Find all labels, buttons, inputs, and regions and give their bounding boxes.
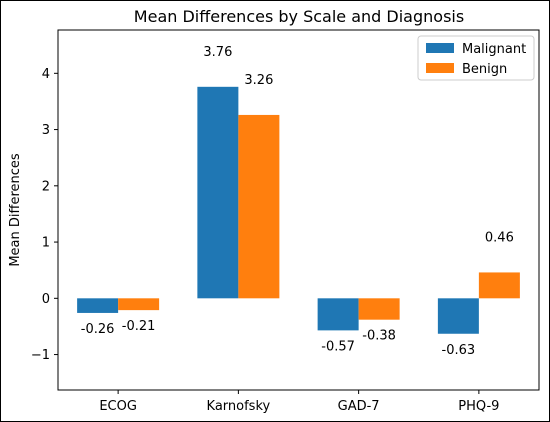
y-tick-label: 1 bbox=[42, 236, 50, 251]
data-label-benign-ecog: -0.21 bbox=[122, 319, 156, 334]
bar-malignant-phq-9 bbox=[437, 298, 479, 334]
x-tick-label: ECOG bbox=[99, 399, 137, 414]
data-label-benign-phq-9: 0.46 bbox=[485, 230, 514, 245]
x-tick-label: Karnofsky bbox=[207, 399, 271, 414]
y-tick-label: 0 bbox=[42, 292, 50, 307]
axes-frame bbox=[57, 29, 540, 391]
data-label-malignant-ecog: -0.26 bbox=[81, 322, 115, 337]
legend-label-benign: Benign bbox=[462, 62, 507, 77]
bar-malignant-gad-7 bbox=[317, 298, 359, 331]
bar-malignant-karnofsky bbox=[197, 86, 239, 299]
data-label-malignant-phq-9: -0.63 bbox=[442, 343, 476, 358]
bar-benign-karnofsky bbox=[238, 114, 280, 299]
data-label-malignant-karnofsky: 3.76 bbox=[203, 45, 232, 60]
bar-benign-ecog bbox=[118, 298, 160, 311]
legend-swatch-benign bbox=[426, 63, 454, 73]
legend-label-malignant: Malignant bbox=[462, 42, 526, 57]
chart-title: Mean Differences by Scale and Diagnosis bbox=[134, 7, 464, 26]
data-label-benign-karnofsky: 3.26 bbox=[244, 73, 273, 88]
y-tick-label: 2 bbox=[42, 179, 50, 194]
plot-area: -0.26 3.76 -0.57 -0.63 -0.21 3.26 -0.38 0.46 −1 0… bbox=[31, 29, 540, 414]
legend-swatch-malignant bbox=[426, 43, 454, 53]
data-label-malignant-gad-7: -0.57 bbox=[321, 339, 355, 354]
bar-benign-phq-9 bbox=[478, 272, 520, 299]
y-tick-label: 3 bbox=[42, 123, 50, 138]
y-axis-label: Mean Differences bbox=[8, 153, 23, 267]
data-label-benign-gad-7: -0.38 bbox=[362, 329, 396, 344]
legend: Malignant Benign bbox=[417, 35, 535, 81]
bar-benign-gad-7 bbox=[358, 298, 400, 320]
y-tick-label: 4 bbox=[42, 67, 50, 82]
x-tick-label: GAD-7 bbox=[338, 399, 380, 414]
bar-malignant-ecog bbox=[77, 298, 119, 313]
y-tick-label: −1 bbox=[31, 348, 50, 363]
x-tick-label: PHQ-9 bbox=[458, 399, 499, 414]
